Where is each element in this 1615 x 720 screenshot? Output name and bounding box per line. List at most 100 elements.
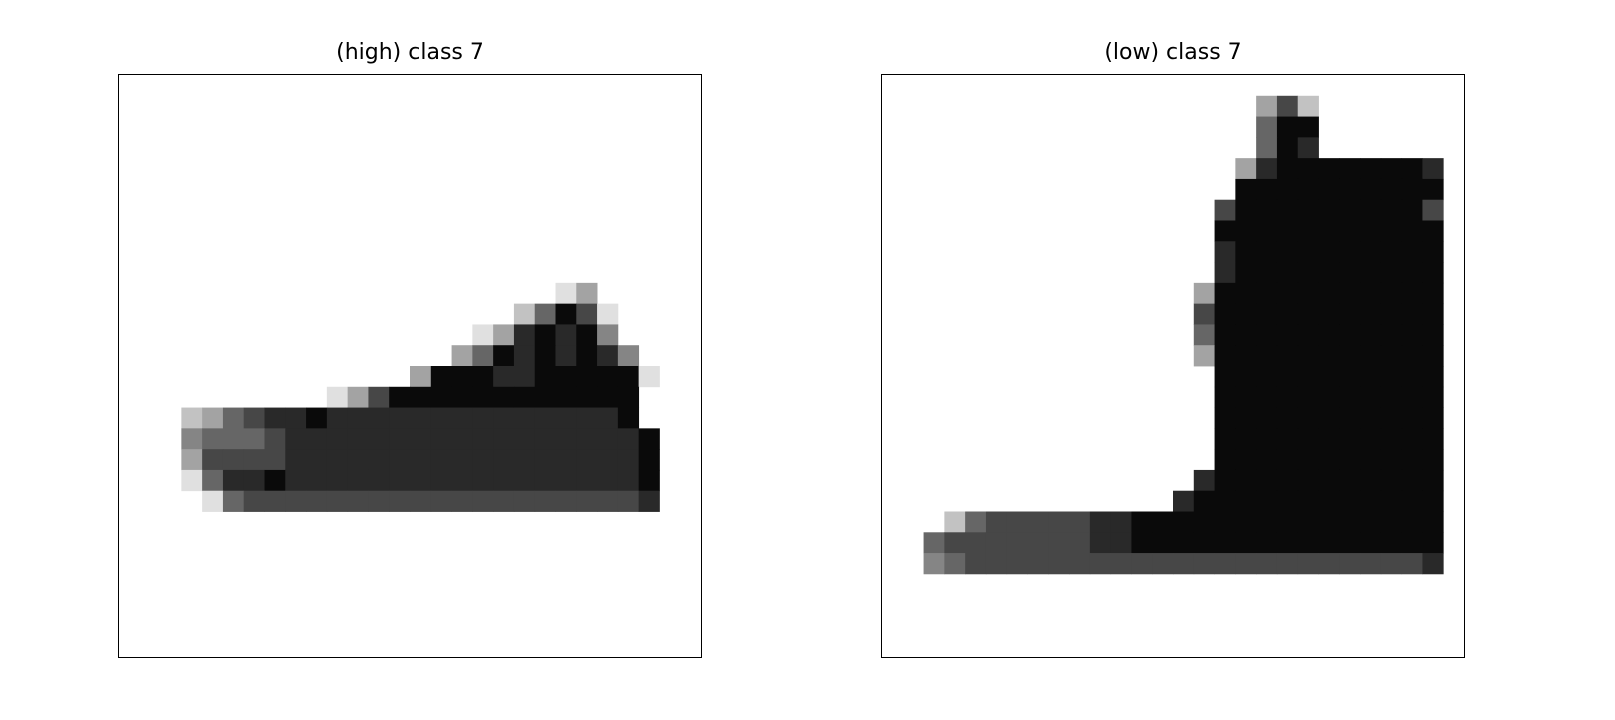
pixel (1318, 407, 1340, 429)
pixel (222, 469, 245, 492)
pixel (264, 490, 286, 512)
pixel (1360, 345, 1382, 367)
pixel (1235, 241, 1257, 263)
pixel (430, 449, 452, 471)
pixel (555, 282, 577, 305)
pixel (1069, 511, 1091, 533)
pixel (1256, 386, 1278, 408)
pixel (1422, 282, 1444, 305)
pixel (1276, 178, 1299, 201)
pixel (1339, 366, 1361, 388)
pixel (1297, 116, 1319, 138)
pixel (1401, 178, 1423, 201)
pixel (1006, 511, 1028, 533)
pixel (472, 386, 494, 408)
pixel (389, 407, 411, 429)
pixel (1318, 178, 1340, 201)
pixel (534, 490, 556, 512)
pixel (1318, 158, 1340, 180)
pixel (1256, 137, 1278, 159)
pixel (1297, 262, 1319, 284)
pixel (1401, 428, 1423, 450)
pixel (264, 407, 286, 429)
pixel (1276, 511, 1299, 533)
pixel (1214, 428, 1236, 450)
pixel (555, 469, 577, 492)
pixel (1360, 158, 1382, 180)
image-frame (118, 74, 702, 658)
pixel (1276, 366, 1299, 388)
pixel (1256, 178, 1278, 201)
pixel (534, 386, 556, 408)
pixel (1318, 324, 1340, 346)
pixel (368, 407, 390, 429)
pixel (1318, 428, 1340, 450)
pixel (1401, 553, 1423, 575)
pixel (1256, 158, 1278, 180)
pixel (1422, 532, 1444, 554)
pixel (1318, 241, 1340, 263)
pixel (1339, 324, 1361, 346)
pixel (944, 553, 966, 575)
pixel (430, 469, 452, 492)
pixel (576, 366, 598, 388)
pixel (1339, 345, 1361, 367)
pixel (576, 386, 598, 408)
image-frame (881, 74, 1465, 658)
pixel (493, 490, 515, 512)
pixel (285, 407, 307, 429)
pixel (1276, 137, 1299, 159)
pixel (347, 490, 369, 512)
pixel (1380, 262, 1403, 284)
pixel (1256, 345, 1278, 367)
pixel (1297, 158, 1319, 180)
pixel (1214, 366, 1236, 388)
pixel (1380, 303, 1403, 325)
pixel (965, 532, 987, 554)
pixel (1006, 553, 1028, 575)
pixel (1214, 407, 1236, 429)
pixel (576, 303, 598, 325)
pixel (1339, 490, 1361, 512)
pixel (306, 449, 328, 471)
pixel (451, 345, 473, 367)
pixel (1276, 158, 1299, 180)
pixel (202, 407, 224, 429)
pixel (1380, 345, 1403, 367)
pixel (1380, 428, 1403, 450)
pixel (1318, 345, 1340, 367)
pixel (389, 469, 411, 492)
pixel (1339, 303, 1361, 325)
pixel (1380, 282, 1403, 305)
pixel (306, 428, 328, 450)
pixel (264, 428, 286, 450)
pixel (1235, 469, 1257, 492)
pixel (1422, 158, 1444, 180)
panel-title: (high) class 7 (336, 40, 484, 65)
pixel (472, 345, 494, 367)
pixel (1193, 303, 1215, 325)
pixel (923, 532, 945, 554)
pixel (1027, 532, 1049, 554)
pixel (389, 490, 411, 512)
pixel (1027, 553, 1049, 575)
pixel (1318, 449, 1340, 471)
pixel (1256, 553, 1278, 575)
pixel (347, 428, 369, 450)
pixel (1256, 324, 1278, 346)
pixel (1276, 386, 1299, 408)
pixel (472, 407, 494, 429)
pixel (1318, 553, 1340, 575)
pixel (264, 469, 286, 492)
pixel (1214, 511, 1236, 533)
pixel (493, 469, 515, 492)
pixel (1214, 553, 1236, 575)
pixel (1360, 449, 1382, 471)
pixel (347, 407, 369, 429)
pixel (222, 490, 245, 512)
pixel (1297, 282, 1319, 305)
pixel (1380, 469, 1403, 492)
pixel (638, 366, 660, 388)
pixel (1380, 220, 1403, 242)
pixel (430, 386, 452, 408)
